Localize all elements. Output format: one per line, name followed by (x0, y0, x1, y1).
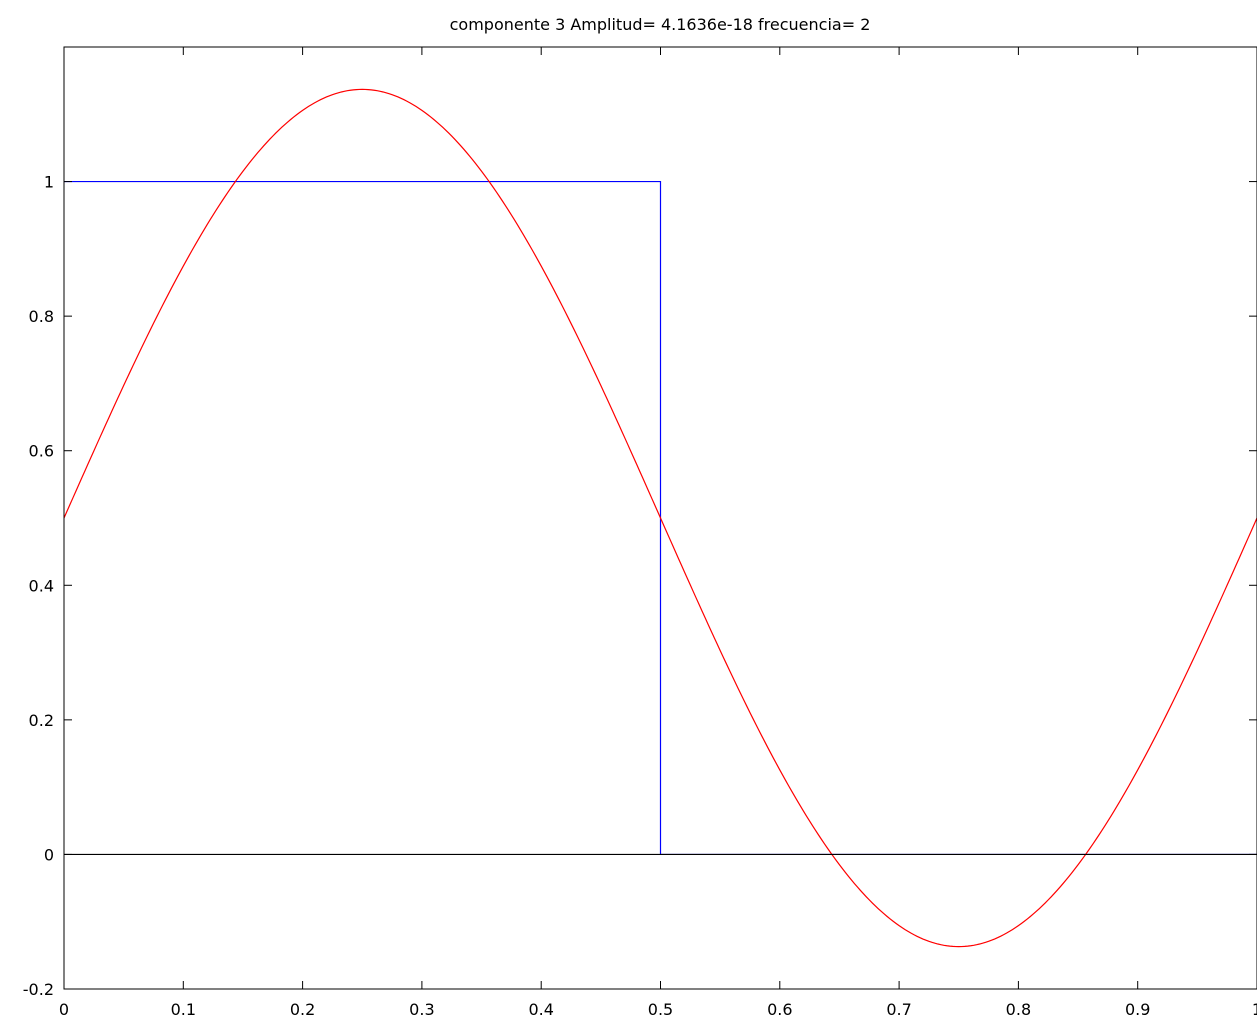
y-tick-label: 0 (44, 845, 54, 864)
x-tick-label: 1 (1252, 1000, 1257, 1019)
series-layer (63, 88, 1257, 948)
x-tick-label: 0.6 (767, 1000, 792, 1019)
x-tick-label: 0.1 (171, 1000, 196, 1019)
y-tick-label: 0.2 (29, 711, 54, 730)
y-tick-label: 1 (44, 173, 54, 192)
x-tick-label: 0.2 (290, 1000, 315, 1019)
y-tick-label: -0.2 (23, 980, 54, 999)
x-tick-label: 0.4 (528, 1000, 553, 1019)
x-tick-label: 0.8 (1006, 1000, 1031, 1019)
y-tick-label: 0.6 (29, 442, 54, 461)
ticks-layer (63, 47, 1257, 990)
x-tick-label: 0.3 (409, 1000, 434, 1019)
y-tick-label: 0.4 (29, 576, 54, 595)
x-tick-label: 0 (59, 1000, 69, 1019)
y-tick-label: 0.8 (29, 307, 54, 326)
x-tick-label: 0.5 (648, 1000, 673, 1019)
x-tick-label: 0.7 (886, 1000, 911, 1019)
series-line-curve (63, 88, 1257, 948)
tick-labels: 0 0.1 0.2 0.3 0.4 0.5 0.6 0.7 0.8 0.9 1 -0.2 0 0.2 0.4… (23, 173, 1257, 1019)
chart-title: componente 3 Amplitud= 4.1636e-18 frecue… (450, 15, 871, 34)
x-tick-label: 0.9 (1125, 1000, 1150, 1019)
